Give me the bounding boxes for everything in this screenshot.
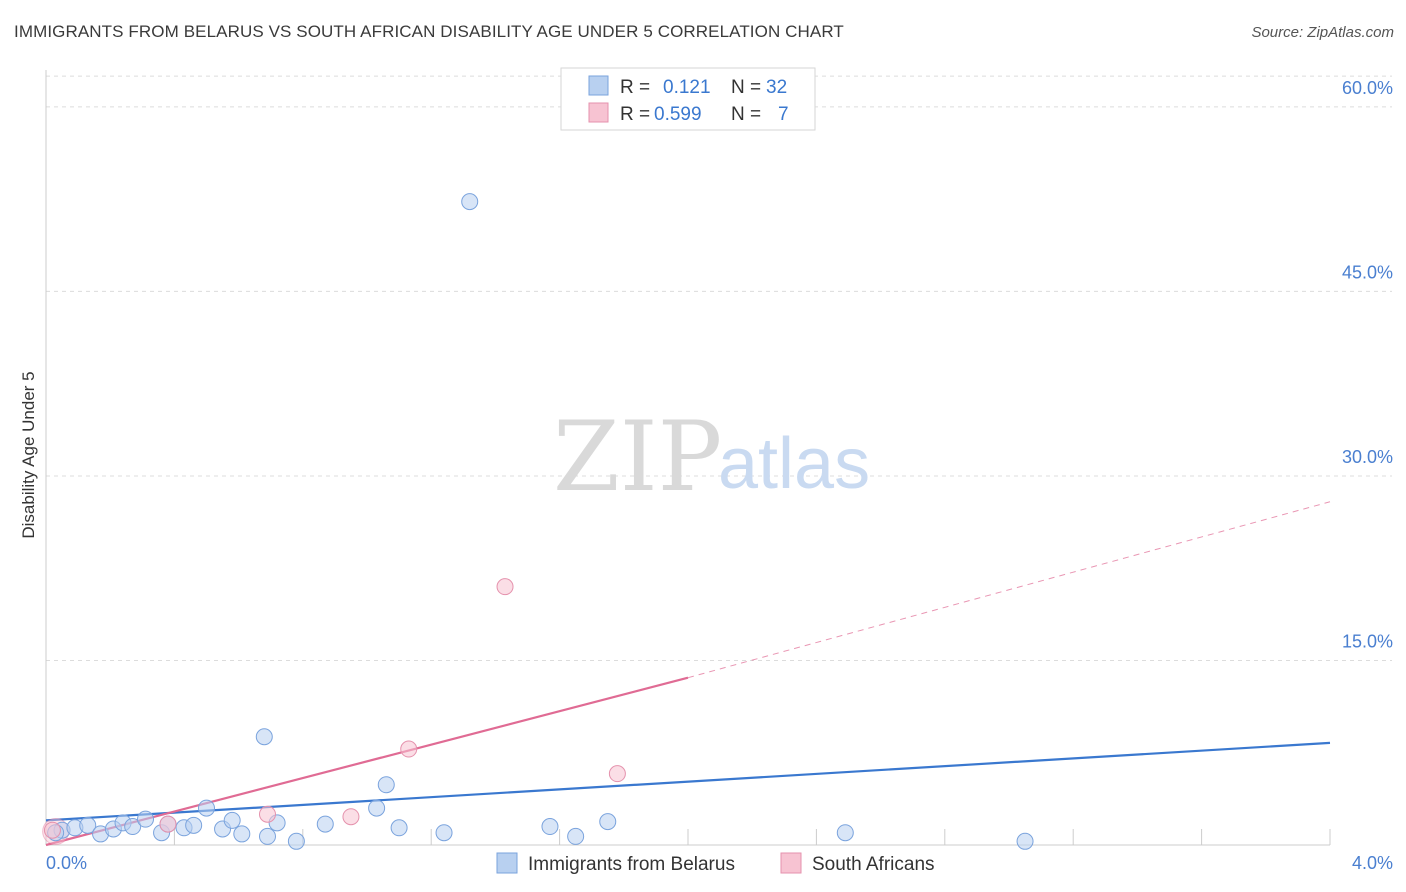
- point-belarus-2: [79, 816, 97, 834]
- bottom-legend-swatch-belarus: [496, 852, 518, 874]
- point-belarus-22: [377, 776, 395, 794]
- point-south-africans-6: [608, 765, 626, 783]
- point-belarus-20: [316, 815, 334, 833]
- correlation-legend: R = 0.121 N = 32 R = 0.599 N = 7: [560, 67, 816, 131]
- point-south-africans-0: [43, 821, 61, 839]
- axes: [45, 70, 1331, 846]
- point-belarus-15: [233, 825, 251, 843]
- point-belarus-30: [1016, 832, 1034, 850]
- point-belarus-19: [287, 832, 305, 850]
- point-belarus-17: [258, 827, 276, 845]
- point-belarus-29: [836, 824, 854, 842]
- y-tick-label-2: 45.0%: [1342, 262, 1393, 282]
- y-tick-label-1: 30.0%: [1342, 447, 1393, 467]
- x-tick-labels: 0.0% 4.0%: [46, 853, 1393, 873]
- point-south-africans-3: [342, 808, 360, 826]
- x-tick-label-0: 0.0%: [46, 853, 87, 873]
- point-south-africans-4: [400, 740, 418, 758]
- trend-line-belarus: [45, 741, 1331, 822]
- bottom-legend-label-belarus: Immigrants from Belarus: [528, 854, 735, 875]
- legend-n-value-2: 7: [778, 104, 789, 125]
- x-tick-label-1: 4.0%: [1352, 853, 1393, 873]
- legend-n-label-2: N =: [731, 104, 761, 125]
- point-belarus-21: [368, 799, 386, 817]
- point-belarus-11: [185, 816, 203, 834]
- source-label: Source: ZipAtlas.com: [1251, 24, 1394, 41]
- watermark-atlas: atlas: [718, 424, 870, 504]
- legend-n-value-1: 32: [766, 77, 787, 98]
- point-belarus-27: [567, 827, 585, 845]
- y-tick-labels: 15.0% 30.0% 45.0% 60.0%: [1342, 78, 1393, 652]
- legend-r-value-1: 0.121: [663, 77, 711, 98]
- point-belarus-24: [435, 824, 453, 842]
- point-belarus-23: [390, 819, 408, 837]
- watermark-zip: ZIP: [553, 401, 722, 513]
- y-tick-label-0: 15.0%: [1342, 631, 1393, 651]
- y-axis-label: Disability Age Under 5: [19, 371, 38, 538]
- watermark: ZIP atlas: [553, 401, 870, 513]
- point-belarus-6: [124, 818, 142, 836]
- point-south-africans-2: [258, 805, 276, 823]
- gridlines: [46, 75, 1392, 661]
- legend-swatch-belarus: [588, 75, 609, 96]
- legend-r-label-1: R =: [620, 77, 650, 98]
- legend-n-label-1: N =: [731, 77, 761, 98]
- point-belarus-25: [461, 193, 479, 211]
- legend-r-label-2: R =: [620, 104, 650, 125]
- point-south-africans-5: [496, 578, 514, 596]
- trend-lines: [45, 501, 1331, 847]
- legend-swatch-south-africans: [588, 102, 609, 123]
- legend-r-value-2: 0.599: [654, 104, 702, 125]
- bottom-legend-label-south-africans: South Africans: [812, 854, 935, 875]
- trend-line-south-africans-extension: [687, 501, 1331, 679]
- point-south-africans-1: [159, 815, 177, 833]
- point-belarus-12: [198, 799, 215, 817]
- data-points: [42, 193, 1034, 850]
- chart-title: IMMIGRANTS FROM BELARUS VS SOUTH AFRICAN…: [14, 22, 844, 41]
- point-belarus-28: [599, 813, 617, 831]
- point-belarus-14: [223, 811, 241, 829]
- bottom-legend-swatch-south-africans: [780, 852, 802, 874]
- series-legend: Immigrants from Belarus South Africans: [496, 852, 935, 875]
- y-tick-label-3: 60.0%: [1342, 78, 1393, 98]
- point-belarus-7: [137, 810, 155, 828]
- point-belarus-26: [541, 818, 559, 836]
- point-belarus-16: [255, 728, 273, 746]
